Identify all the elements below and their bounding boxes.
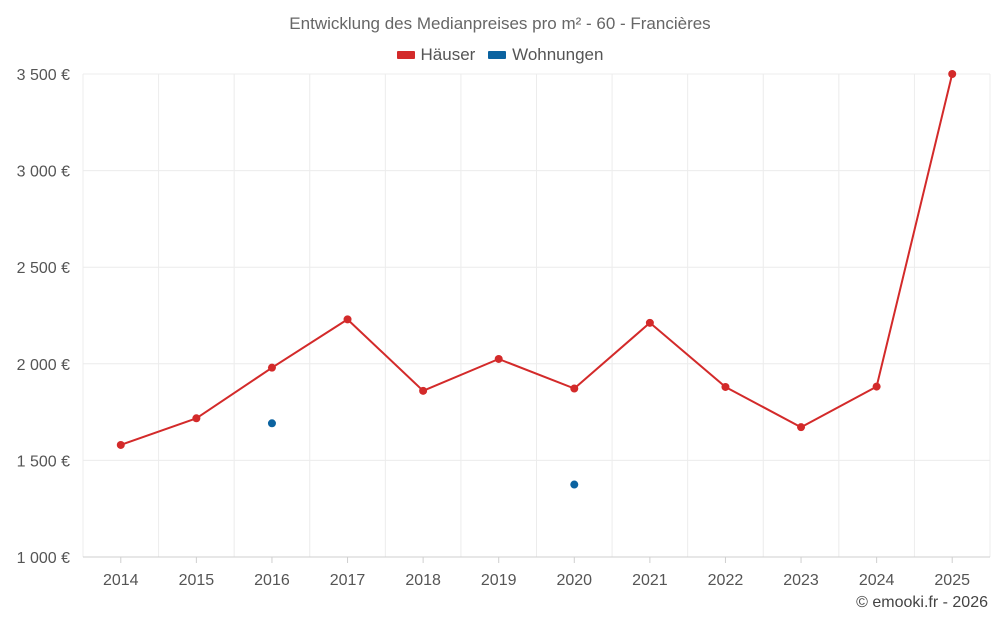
x-tick-label: 2015 <box>179 572 215 589</box>
x-tick-label: 2025 <box>934 572 970 589</box>
legend-item-haeuser[interactable]: Häuser <box>396 45 476 65</box>
data-point-haeuser-2017 <box>343 315 352 324</box>
grid <box>82 73 991 557</box>
y-tick-label: 1 500 € <box>17 453 70 470</box>
x-tick-label: 2020 <box>556 572 592 589</box>
legend-label-haeuser: Häuser <box>420 45 476 64</box>
legend-item-wohnungen[interactable]: Wohnungen <box>488 45 603 65</box>
data-point-wohnungen-2020 <box>570 480 579 489</box>
data-point-haeuser-2014 <box>116 440 125 449</box>
x-tick-label: 2022 <box>708 572 744 589</box>
data-point-haeuser-2019 <box>494 354 503 363</box>
data-point-haeuser-2025 <box>948 70 957 78</box>
x-tick-label: 2017 <box>330 572 366 589</box>
x-tick-label: 2021 <box>632 572 668 589</box>
data-point-haeuser-2016 <box>267 363 276 372</box>
y-tick-label: 3 500 € <box>17 67 70 84</box>
data-point-haeuser-2020 <box>570 384 579 393</box>
data-point-haeuser-2018 <box>419 386 428 395</box>
x-tick-label: 2023 <box>783 572 819 589</box>
data-point-haeuser-2021 <box>645 318 654 327</box>
y-tick-label: 3 000 € <box>17 164 70 181</box>
chart-title: Entwicklung des Medianpreises pro m² - 6… <box>289 14 711 33</box>
data-point-wohnungen-2016 <box>267 419 276 428</box>
legend-label-wohnungen: Wohnungen <box>512 45 604 64</box>
data-point-haeuser-2022 <box>721 382 730 391</box>
credit-text: © emooki.fr - 2026 <box>856 594 988 611</box>
legend-swatch-wohnungen <box>488 51 507 59</box>
axes: 1 000 € 1 500 € 2 000 € 2 500 € 3 000 € 3 500… <box>17 67 990 589</box>
data-point-haeuser-2015 <box>192 414 201 423</box>
series <box>116 70 957 489</box>
x-tick-label: 2024 <box>859 572 895 589</box>
x-tick-label: 2019 <box>481 572 517 589</box>
data-point-haeuser-2023 <box>797 423 806 432</box>
legend: Häuser Wohnungen <box>0 44 1000 65</box>
y-tick-label: 2 000 € <box>17 357 70 374</box>
y-tick-label: 1 000 € <box>17 550 70 567</box>
x-tick-label: 2014 <box>103 572 139 589</box>
x-tick-label: 2016 <box>254 572 290 589</box>
data-point-haeuser-2024 <box>872 382 881 391</box>
y-tick-label: 2 500 € <box>17 260 70 277</box>
series-line-haeuser <box>120 73 954 446</box>
legend-swatch-haeuser <box>396 51 415 59</box>
x-tick-label: 2018 <box>405 572 441 589</box>
